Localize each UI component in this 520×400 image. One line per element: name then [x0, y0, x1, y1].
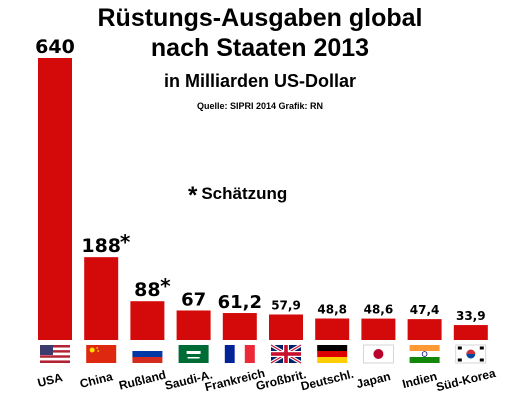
flag-japan-icon	[363, 344, 394, 364]
category-label-2: China	[78, 369, 114, 391]
estimate-note: * Schätzung	[188, 182, 287, 210]
estimate-note-star: *	[188, 182, 198, 209]
flag-china-icon	[86, 345, 117, 363]
bar-8	[361, 318, 396, 340]
flag-germany-icon	[317, 345, 348, 363]
estimate-note-text: Schätzung	[201, 184, 288, 203]
bar-3	[130, 301, 165, 340]
value-label-5: 61,2	[218, 292, 262, 313]
flag-india-icon	[409, 345, 440, 363]
value-label-10: 33,9	[456, 309, 486, 323]
bar-10	[453, 325, 488, 340]
flag-france-icon	[224, 345, 255, 363]
flag-usa-icon	[40, 345, 70, 363]
value-label-2: 188	[81, 235, 121, 257]
category-label-1: USA	[36, 370, 64, 390]
value-label-8: 48,6	[364, 303, 394, 317]
value-label-6: 57,9	[271, 298, 301, 312]
estimate-asterisk-2: *	[120, 230, 131, 254]
value-label-4: 67	[181, 289, 206, 310]
flag-russia-icon	[132, 345, 163, 363]
value-label-7: 48,8	[317, 302, 347, 316]
value-label-9: 47,4	[410, 303, 440, 317]
category-label-10: Süd-Korea	[435, 366, 498, 394]
bar-2	[84, 257, 119, 340]
flag-saudi-arabia-icon	[178, 345, 209, 363]
category-label-8: Japan	[355, 369, 392, 391]
estimate-asterisk-3: *	[160, 274, 171, 298]
category-label-3: Rußland	[117, 368, 167, 393]
bar-7	[315, 318, 350, 340]
category-label-9: Indien	[401, 369, 439, 391]
flag-south-korea-icon	[455, 344, 487, 364]
value-label-1: 640	[35, 36, 75, 58]
bar-6	[269, 314, 303, 340]
chart-subtitle: in Milliarden US-Dollar	[163, 71, 357, 91]
bar-4	[176, 310, 211, 340]
bar-5	[222, 313, 257, 340]
value-label-3: 88	[134, 279, 160, 301]
category-label-7: Deutschl.	[299, 367, 355, 394]
bar-9	[407, 319, 442, 340]
source-note: Quelle: SIPRI 2014 Grafik: RN	[196, 101, 324, 111]
chart-title-line2: nach Staaten 2013	[150, 34, 370, 62]
bar-1	[38, 58, 72, 340]
flag-uk-icon	[270, 343, 302, 365]
chart-title-line1: Rüstungs-Ausgaben global	[97, 4, 423, 32]
